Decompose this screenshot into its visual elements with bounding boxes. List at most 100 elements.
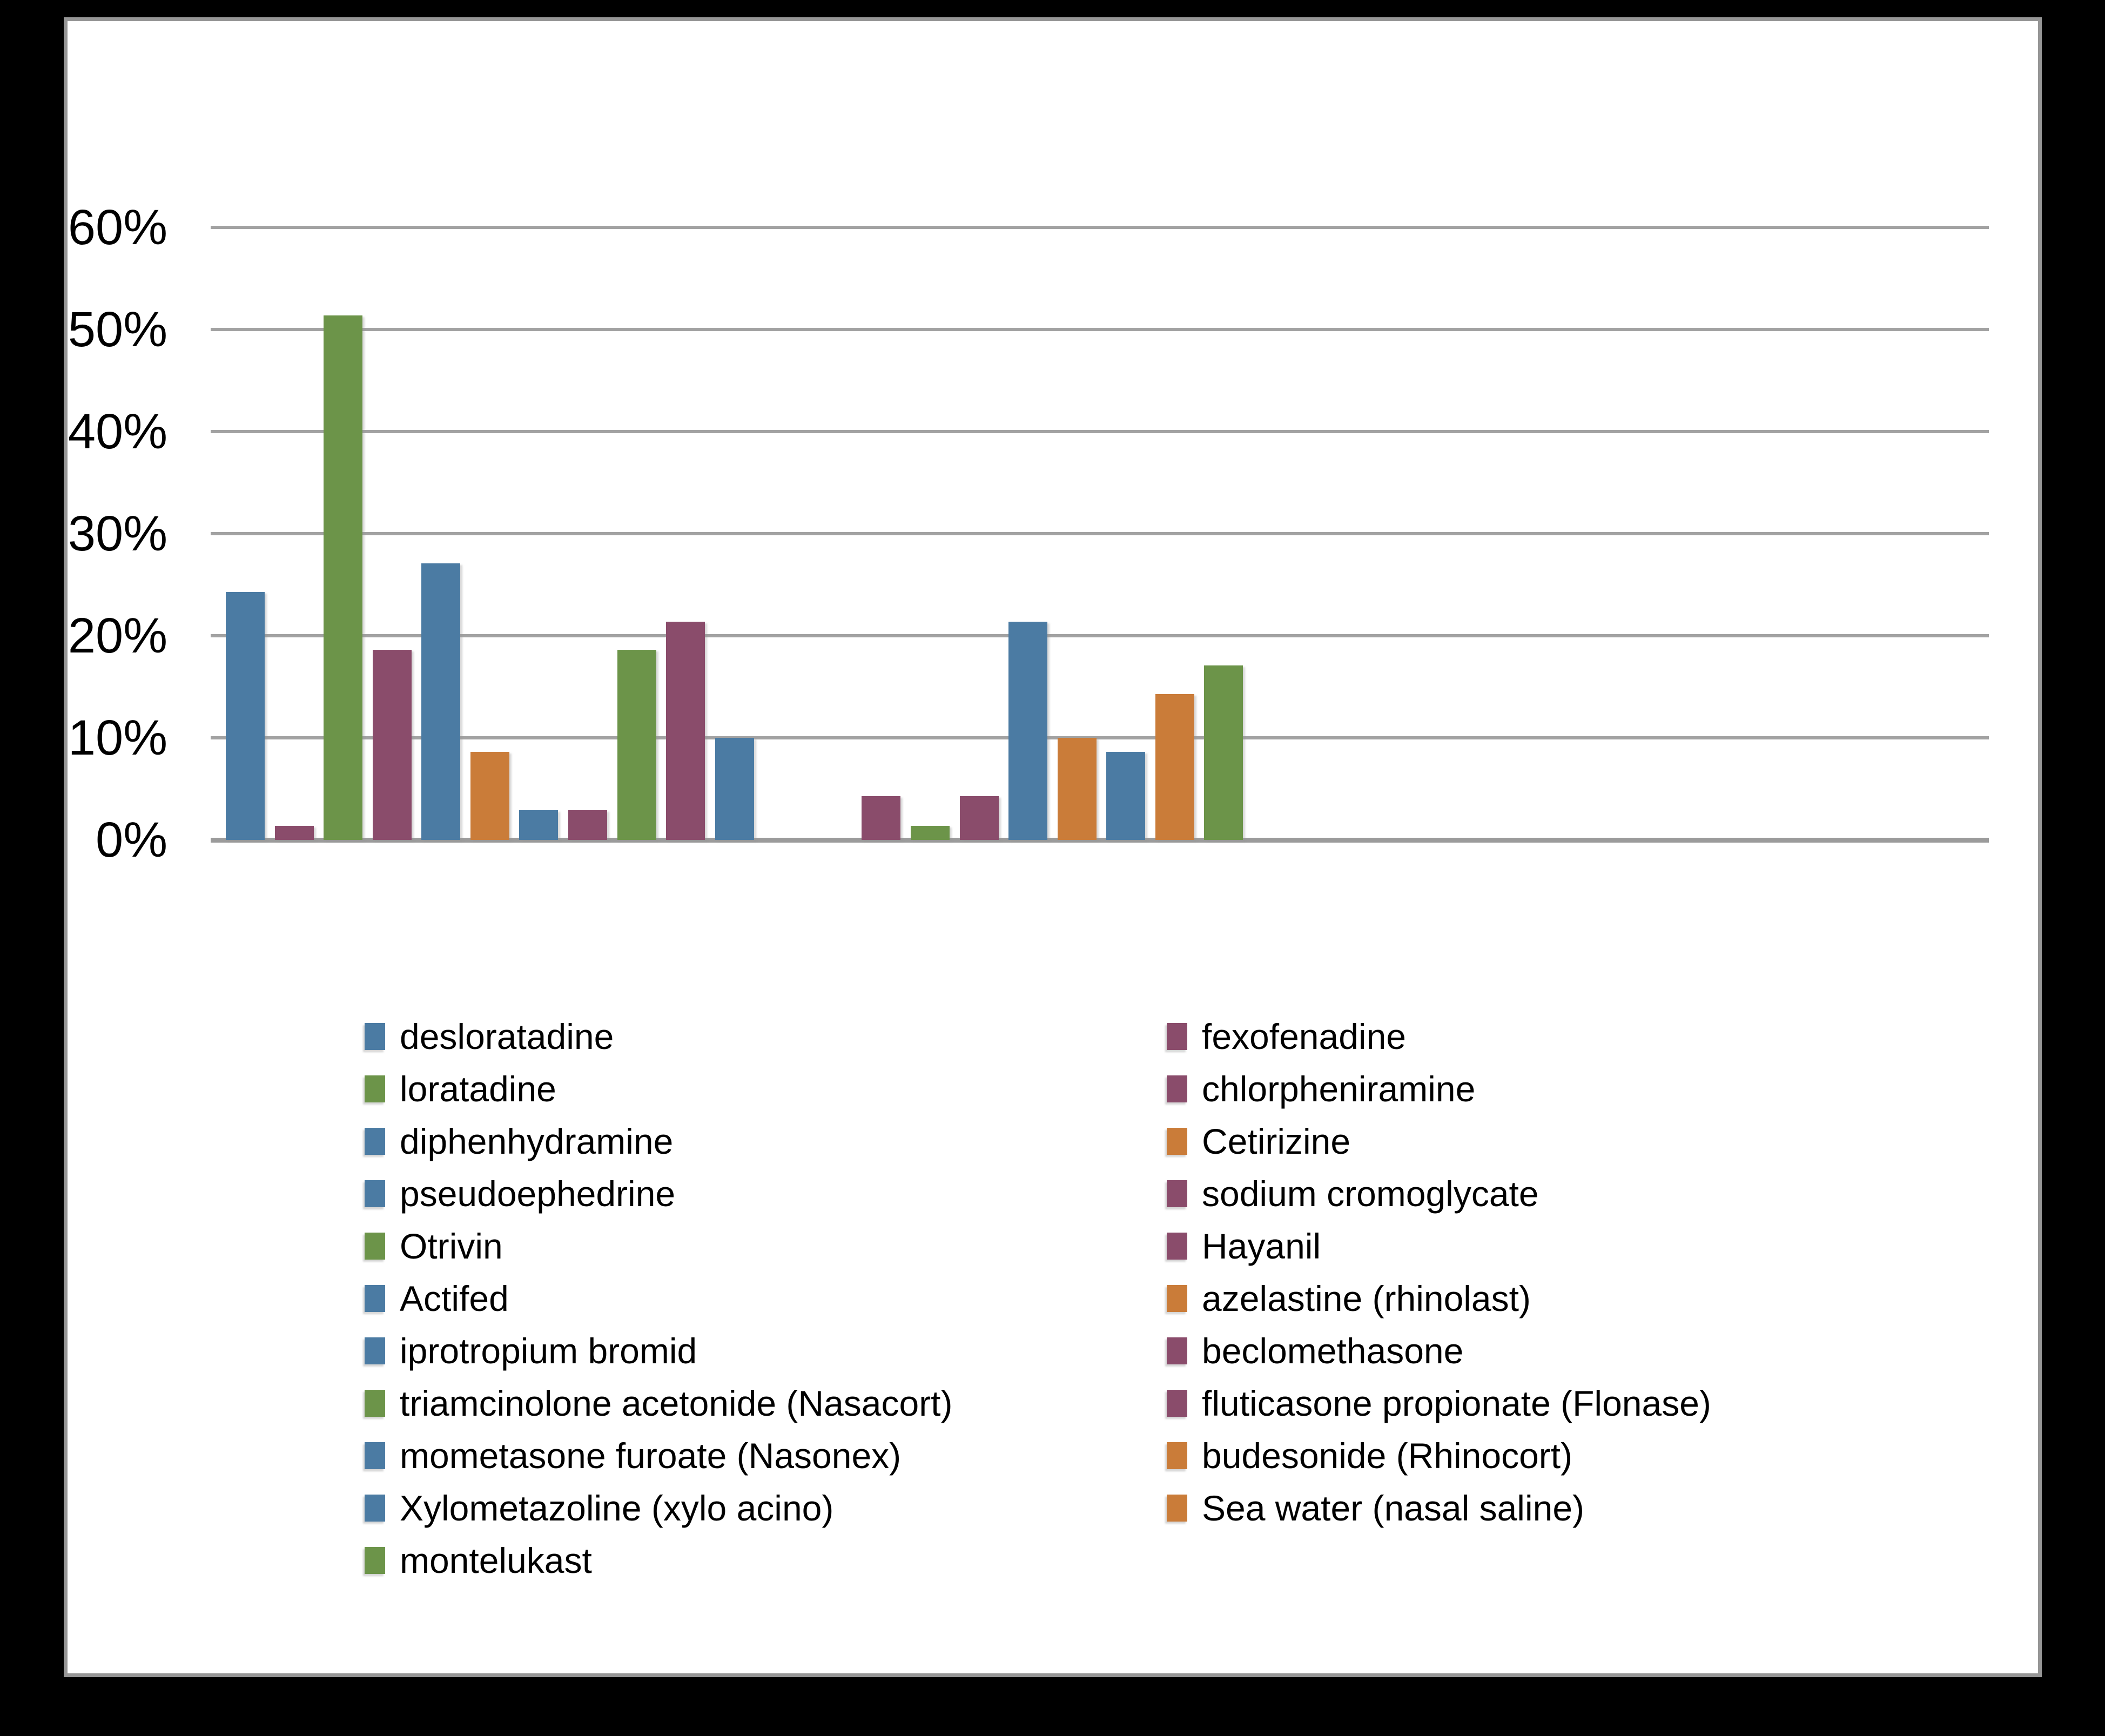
- x-axis-line: [211, 838, 1989, 843]
- legend-swatch-icon: [365, 1180, 385, 1207]
- legend-label: fluticasone propionate (Flonase): [1202, 1383, 1711, 1423]
- legend-swatch-icon: [365, 1075, 385, 1102]
- legend-label: sodium cromoglycate: [1202, 1173, 1539, 1214]
- legend-item: mometasone furoate (Nasonex): [365, 1429, 952, 1482]
- legend-swatch-icon: [1167, 1389, 1187, 1417]
- y-tick-label-30%: 30%: [68, 506, 167, 561]
- legend-item: Xylometazoline (xylo acino): [365, 1482, 952, 1534]
- bar-mometasone-furoate-nasonex: [1008, 622, 1047, 840]
- legend-item: iprotropium bromid: [365, 1324, 952, 1377]
- legend-swatch-icon: [365, 1232, 385, 1260]
- legend-label: beclomethasone: [1202, 1330, 1464, 1371]
- legend-item: diphenhydramine: [365, 1115, 952, 1167]
- legend-label: montelukast: [400, 1540, 592, 1580]
- bar-triamcinolone-acetonide-nasacort: [911, 826, 950, 840]
- legend-swatch-icon: [365, 1337, 385, 1364]
- y-tick-label-10%: 10%: [68, 710, 167, 765]
- y-tick-label-40%: 40%: [68, 404, 167, 459]
- legend-swatch-icon: [365, 1389, 385, 1417]
- legend-swatch-icon: [365, 1494, 385, 1522]
- legend-swatch-icon: [365, 1022, 385, 1050]
- legend-swatch-icon: [1167, 1494, 1187, 1522]
- y-tick-label-20%: 20%: [68, 608, 167, 663]
- legend-label: Cetirizine: [1202, 1121, 1351, 1161]
- legend-swatch-icon: [1167, 1180, 1187, 1207]
- legend-item: Actifed: [365, 1272, 952, 1324]
- bar-sodium-cromoglycate: [568, 810, 607, 840]
- legend-item: desloratadine: [365, 1010, 952, 1062]
- bar-cetirizine: [470, 752, 509, 840]
- legend-item: chlorpheniramine: [1167, 1062, 1711, 1115]
- legend-item: triamcinolone acetonide (Nasacort): [365, 1377, 952, 1429]
- legend-column-left: desloratadine loratadine diphenhydramine ps…: [365, 1010, 952, 1586]
- chart-panel: 0% 10% 20% 30% 40% 50% 60% desloratadine lorata…: [64, 17, 2042, 1677]
- legend-label: budesonide (Rhinocort): [1202, 1435, 1573, 1476]
- legend-item: Otrivin: [365, 1220, 952, 1272]
- legend-swatch-icon: [1167, 1022, 1187, 1050]
- legend-label: iprotropium bromid: [400, 1330, 697, 1371]
- bar-sea-water-nasal-saline: [1155, 694, 1194, 840]
- bar-hayanil: [666, 622, 705, 840]
- legend-label: triamcinolone acetonide (Nasacort): [400, 1383, 953, 1423]
- legend-item: montelukast: [365, 1534, 952, 1586]
- bar-otrivin: [617, 650, 656, 840]
- legend-item: fexofenadine: [1167, 1010, 1711, 1062]
- legend-item: pseudoephedrine: [365, 1167, 952, 1220]
- legend-label: desloratadine: [400, 1016, 614, 1057]
- bar-pseudoephedrine: [519, 810, 558, 840]
- bar-diphenhydramine: [421, 563, 460, 840]
- gridline-40%: [211, 430, 1989, 433]
- legend-swatch-icon: [1167, 1232, 1187, 1260]
- y-tick-label-0%: 0%: [96, 812, 167, 867]
- bar-fexofenadine: [275, 826, 314, 840]
- bar-xylometazoline-xylo-acino: [1106, 752, 1145, 840]
- gridline-10%: [211, 736, 1989, 739]
- y-tick-label-60%: 60%: [68, 200, 167, 255]
- y-tick-label-50%: 50%: [68, 302, 167, 357]
- legend-item: sodium cromoglycate: [1167, 1167, 1711, 1220]
- bar-actifed: [715, 738, 754, 840]
- gridline-50%: [211, 328, 1989, 331]
- legend-swatch-icon: [365, 1284, 385, 1312]
- legend-label: fexofenadine: [1202, 1016, 1406, 1057]
- legend-label: Sea water (nasal saline): [1202, 1488, 1585, 1528]
- gridline-20%: [211, 634, 1989, 637]
- legend-label: Xylometazoline (xylo acino): [400, 1488, 834, 1528]
- bar-fluticasone-propionate-flonase: [960, 796, 999, 840]
- bar-loratadine: [324, 315, 362, 840]
- legend-swatch-icon: [1167, 1284, 1187, 1312]
- bar-chlorpheniramine: [373, 650, 412, 840]
- legend-swatch-icon: [365, 1442, 385, 1469]
- legend-label: azelastine (rhinolast): [1202, 1278, 1531, 1318]
- legend-label: Actifed: [400, 1278, 509, 1318]
- bar-montelukast: [1204, 665, 1243, 840]
- legend-label: diphenhydramine: [400, 1121, 674, 1161]
- bar-desloratadine: [226, 592, 265, 840]
- legend-swatch-icon: [1167, 1337, 1187, 1364]
- legend-label: loratadine: [400, 1068, 556, 1109]
- legend-item: azelastine (rhinolast): [1167, 1272, 1711, 1324]
- legend-item: loratadine: [365, 1062, 952, 1115]
- legend-item: budesonide (Rhinocort): [1167, 1429, 1711, 1482]
- legend-label: chlorpheniramine: [1202, 1068, 1476, 1109]
- legend-swatch-icon: [365, 1127, 385, 1155]
- legend-item: beclomethasone: [1167, 1324, 1711, 1377]
- gridline-60%: [211, 226, 1989, 229]
- legend-item: fluticasone propionate (Flonase): [1167, 1377, 1711, 1429]
- legend-label: Otrivin: [400, 1226, 503, 1266]
- bar-beclomethasone: [862, 796, 900, 840]
- legend-item: Sea water (nasal saline): [1167, 1482, 1711, 1534]
- legend-item: Cetirizine: [1167, 1115, 1711, 1167]
- legend-swatch-icon: [1167, 1075, 1187, 1102]
- legend-label: pseudoephedrine: [400, 1173, 676, 1214]
- plot-area: [211, 226, 1989, 843]
- bar-budesonide-rhinocort: [1058, 738, 1097, 840]
- legend-swatch-icon: [1167, 1127, 1187, 1155]
- legend-label: Hayanil: [1202, 1226, 1321, 1266]
- legend-item: Hayanil: [1167, 1220, 1711, 1272]
- legend-swatch-icon: [365, 1546, 385, 1574]
- legend-swatch-icon: [1167, 1442, 1187, 1469]
- legend-label: mometasone furoate (Nasonex): [400, 1435, 902, 1476]
- gridline-30%: [211, 532, 1989, 535]
